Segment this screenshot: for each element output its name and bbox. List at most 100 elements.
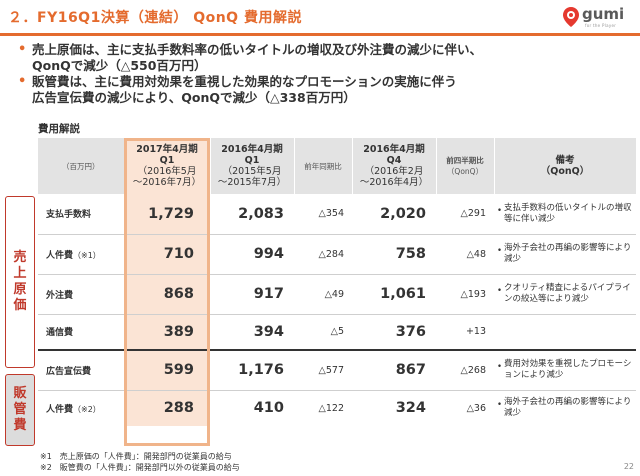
- logo-subtext: for the Player: [585, 23, 617, 28]
- row-label: 人件費（※1）: [38, 234, 124, 275]
- header-remarks: 備考 （QonQ）: [494, 138, 637, 194]
- gumi-logo: gumi for the Player: [562, 4, 632, 32]
- header-text: ～2016年7月）: [132, 177, 202, 188]
- cell-qoq: △48: [436, 234, 494, 275]
- header-text: ～2016年4月）: [359, 177, 429, 188]
- side-char: 費: [13, 418, 27, 433]
- header-text: （2015年5月: [222, 166, 282, 177]
- cell-q4-2016: 2,020: [352, 194, 436, 235]
- cell-remark: [494, 314, 636, 351]
- cell-remark: 費用対効果を重視したプロモーションにより減少: [494, 350, 636, 391]
- header-text: （QonQ）: [540, 166, 590, 177]
- cell-q1-2017: 868: [124, 274, 210, 315]
- side-char: 原: [13, 282, 27, 297]
- header-text: ～2015年7月）: [217, 177, 287, 188]
- header-text: Q1: [244, 155, 260, 166]
- header-text: 備考: [555, 155, 575, 166]
- side-char: 価: [13, 298, 27, 313]
- cell-yoy: △577: [294, 350, 352, 391]
- header-unit: （百万円）: [38, 138, 125, 194]
- slide-title: ２．FY16Q1決算（連結） QonQ 費用解説: [8, 10, 302, 26]
- cell-q1-2017: 1,729: [124, 194, 210, 235]
- row-label: 通信費: [38, 314, 124, 351]
- side-char: 上: [13, 266, 27, 281]
- logo-text: gumi: [582, 5, 625, 23]
- slide-header: ２．FY16Q1決算（連結） QonQ 費用解説 gumi for the Pl…: [0, 0, 640, 36]
- footnote: ※2 販管費の「人件費」：開発部門以外の従業員の給与: [40, 463, 240, 472]
- row-label-text: 外注費: [46, 290, 74, 301]
- row-label-text: 通信費: [46, 328, 74, 339]
- header-text: （2016年5月: [137, 166, 197, 177]
- cell-remark: 支払手数料の低いタイトルの増収等に伴い減少: [494, 194, 636, 235]
- table-row-outsourcing: 外注費 868 917 △49 1,061 △193 クオリティ精査によるパイプ…: [38, 274, 636, 315]
- bullet-text: 販管費は、主に費用対効果を重視した効果的なプロモーションの実施に伴う: [32, 74, 457, 89]
- header-text: （2016年2月: [364, 166, 424, 177]
- side-char: 売: [13, 250, 27, 265]
- table-row-advertising: 広告宣伝費 599 1,176 △577 867 △268 費用対効果を重視した…: [38, 350, 636, 391]
- page-number: 22: [623, 462, 634, 471]
- bullet-text: 広告宣伝費の減少により、QonQで減少（△338百万円）: [32, 90, 356, 105]
- cell-qoq: △36: [466, 402, 486, 414]
- side-char: 販: [13, 386, 27, 401]
- bullet-text: 売上原価は、主に支払手数料率の低いタイトルの増収及び外注費の減少に伴い、: [32, 42, 483, 57]
- header-text: Q4: [386, 155, 402, 166]
- row-label-text: 広告宣伝費: [46, 366, 92, 377]
- side-label-cost-of-sales: 売 上 原 価: [5, 196, 35, 368]
- cell-q4-2016: 376: [352, 314, 436, 351]
- bullet-cost-of-sales: 売上原価は、主に支払手数料率の低いタイトルの増収及び外注費の減少に伴い、 Qon…: [18, 42, 628, 74]
- summary-bullets: 売上原価は、主に支払手数料率の低いタイトルの増収及び外注費の減少に伴い、 Qon…: [18, 42, 628, 106]
- row-label-note: （※1）: [73, 250, 101, 260]
- header-q4-2016: 2016年4月期 Q4 （2016年2月 ～2016年4月）: [352, 138, 437, 194]
- row-label: 支払手数料: [38, 194, 124, 235]
- footnotes: ※1 売上原価の「人件費」：開発部門の従業員の給与 ※2 販管費の「人件費」：開…: [40, 451, 240, 473]
- cell-q1-2017: 288: [124, 390, 210, 426]
- cell-yoy: △49: [294, 274, 352, 315]
- table-header-row: （百万円） 2017年4月期 Q1 （2016年5月 ～2016年7月） 201…: [38, 138, 637, 194]
- header-text: 2017年4月期: [136, 144, 198, 155]
- cell-q4-2016: 324: [395, 400, 426, 417]
- cell-yoy: △284: [294, 234, 352, 275]
- header-text: （QonQ）: [446, 167, 484, 176]
- row-label-text: 支払手数料: [46, 210, 92, 221]
- side-label-sga: 販 管 費: [5, 374, 35, 446]
- header-text: Q1: [159, 155, 175, 166]
- bullet-sga: 販管費は、主に費用対効果を重視した効果的なプロモーションの実施に伴う 広告宣伝費…: [18, 74, 628, 106]
- cell-q4-2016: 758: [352, 234, 436, 275]
- cell-q4-2016: 867: [352, 350, 436, 391]
- side-char: 管: [13, 402, 27, 417]
- table-row-commission: 支払手数料 1,729 2,083 △354 2,020 △291 支払手数料の…: [38, 194, 636, 235]
- cell-remark: 海外子会社の再編の影響等により減少: [494, 234, 636, 275]
- cell-yoy: △354: [294, 194, 352, 235]
- cell-q1-2017: 389: [124, 314, 210, 351]
- table-row-personnel-cos: 人件費（※1） 710 994 △284 758 △48 海外子会社の再編の影響…: [38, 234, 636, 275]
- cell-q1-2016: 410: [253, 400, 284, 417]
- cell-q1-2016: 917: [210, 274, 294, 315]
- row-label: 人件費（※2）: [38, 390, 124, 426]
- cell-yoy: △5: [294, 314, 352, 351]
- row-label: 外注費: [38, 274, 124, 315]
- cell-q1-2016: 394: [210, 314, 294, 351]
- expense-table: （百万円） 2017年4月期 Q1 （2016年5月 ～2016年7月） 201…: [38, 138, 637, 426]
- header-text: 2016年4月期: [363, 144, 425, 155]
- cell-q1-2016: 1,176: [210, 350, 294, 391]
- bullet-text: QonQで減少（△550百万円）: [32, 58, 207, 73]
- cell-qoq: △291: [436, 194, 494, 235]
- cell-q1-2016: 994: [210, 234, 294, 275]
- header-q1-2017: 2017年4月期 Q1 （2016年5月 ～2016年7月）: [124, 138, 211, 194]
- cell-qoq: △268: [436, 350, 494, 391]
- cell-remark: 海外子会社の再編の影響等により減少: [494, 390, 636, 426]
- header-text: 前四半期比: [446, 156, 484, 165]
- cell-q1-2016: 2,083: [210, 194, 294, 235]
- cell-qoq: △193: [436, 274, 494, 315]
- row-label-text: 人件費: [46, 404, 74, 415]
- header-qoq: 前四半期比 （QonQ）: [436, 138, 495, 194]
- row-label-note: （※2）: [73, 404, 101, 414]
- table-title: 費用解説: [38, 123, 80, 135]
- row-label-text: 人件費: [46, 250, 74, 261]
- footnote: ※1 売上原価の「人件費」：開発部門の従業員の給与: [40, 452, 232, 461]
- cell-q1-2017: 599: [124, 350, 210, 391]
- cell-yoy: △122: [318, 402, 344, 414]
- cell-remark: クオリティ精査によるパイプラインの絞込等により減少: [494, 274, 636, 315]
- header-text: 2016年4月期: [221, 144, 283, 155]
- table-row-personnel-sga: 人件費（※2） 288 410 △122 324 △36 海外子会社の再編の影響…: [38, 390, 636, 426]
